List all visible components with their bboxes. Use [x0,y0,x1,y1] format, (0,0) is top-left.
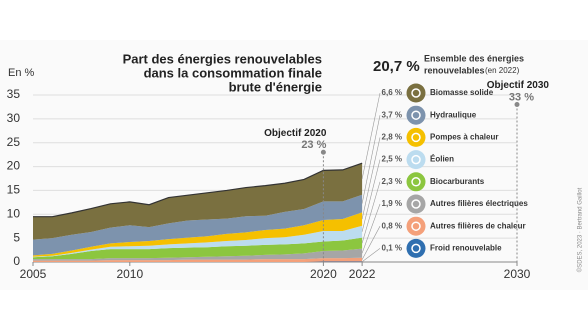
legend-label: Biocarburants [430,177,485,186]
legend-icon [406,150,426,170]
y-tick-label: 5 [13,230,20,244]
area [33,237,363,260]
total-label: 20,7 % [373,58,420,75]
legend-leader [361,92,381,180]
y-tick-label: 30 [7,111,21,125]
legend-icon [406,216,426,236]
legend-icon-inner [411,88,421,98]
chart-title: dans la consommation finale [144,65,322,80]
value-label: 2,3 % [382,177,402,186]
value-label: 0,1 % [382,244,402,253]
legend-label: Froid renouvelable [430,244,502,253]
legend-label: Pompes à chaleur [430,133,498,142]
legend-icon [406,194,426,214]
y-tick-label: 35 [7,87,21,101]
legend-icon-inner [411,177,421,187]
legend-label: Autres filières de chaleur [430,221,526,230]
target-label: 33 % [509,91,534,103]
value-label: 2,5 % [382,155,402,164]
area [33,194,363,256]
total-text: Ensemble des énergies [424,53,524,63]
legend-label: Biomasse solide [430,88,494,97]
y-tick-label: 10 [7,206,21,220]
legend-leader [361,248,381,263]
value-label: 1,9 % [382,199,402,208]
legend-leader [361,115,381,204]
total-text: renouvelables [424,65,485,75]
legend-leader [361,203,381,254]
legend-leader [361,181,381,244]
x-tick-label: 2010 [116,267,143,281]
y-axis-label: En % [8,67,35,79]
area [33,212,363,257]
total-note: (en 2022) [485,66,520,75]
legend-icon-inner [411,154,421,165]
target-point [514,102,520,108]
area [33,257,363,262]
legend-icon-inner [411,110,421,120]
legend-icon-inner [411,221,421,231]
y-tick-label: 20 [7,159,21,173]
area [33,248,363,261]
value-label: 6,6 % [382,88,402,97]
x-tick-label: 2005 [20,267,47,281]
legend-icon [406,127,426,147]
legend-leader [361,226,381,260]
target-name: Objectif 2030 [487,80,550,91]
value-label: 3,7 % [382,110,402,119]
legend-icon-inner [411,132,421,143]
value-label: 0,8 % [382,221,402,230]
area [33,163,363,240]
y-tick-label: 0 [13,254,20,268]
value-label: 2,8 % [382,133,402,142]
total-line [33,162,363,218]
chart-title: brute d'énergie [229,79,322,94]
y-tick-label: 25 [7,135,21,149]
legend-icon [406,83,426,103]
chart-title: Part des énergies renouvelables [123,51,322,66]
target-point [320,149,326,155]
target-label: 23 % [301,139,326,151]
legend-icon [406,172,426,192]
legend-label: Autres filières électriques [430,199,528,208]
legend-label: Hydraulique [430,110,477,119]
x-tick-label: 2030 [504,267,531,281]
y-tick-label: 15 [7,183,21,197]
credit: ©SDES, 2023 · Bertrand Gaillot [577,187,584,272]
legend-leader [361,159,381,232]
x-tick-label: 2022 [349,267,376,281]
x-tick-label: 2020 [310,267,337,281]
area [33,225,363,258]
legend-icon-inner [411,199,421,209]
legend-icon [406,238,426,258]
legend-leader [361,137,381,220]
legend-icon [406,105,426,125]
legend-icon-inner [411,243,421,254]
legend-label: Éolien [430,155,454,164]
target-name: Objectif 2020 [264,128,327,139]
